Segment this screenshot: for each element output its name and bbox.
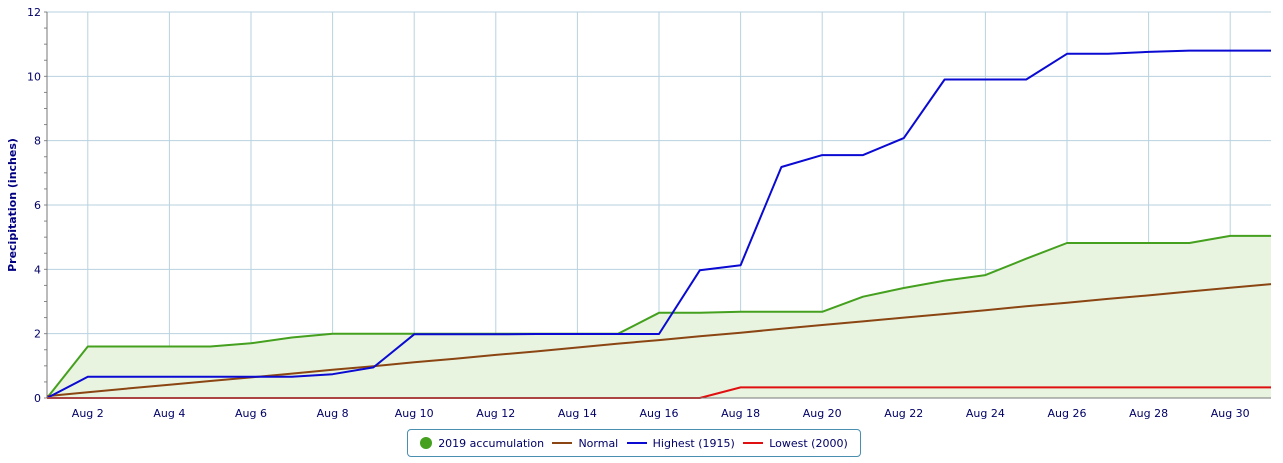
x-tick-label: Aug 26 (1048, 407, 1087, 420)
legend-label: Normal (578, 436, 619, 450)
legend-item-lowest-2000[interactable]: Lowest (2000) (743, 437, 848, 450)
x-tick-label: Aug 16 (640, 407, 679, 420)
x-tick-label: Aug 12 (476, 407, 515, 420)
x-tick-label: Aug 14 (558, 407, 597, 420)
y-tick-label: 4 (34, 263, 41, 276)
y-tick-label: 8 (34, 135, 41, 148)
legend-swatch (743, 442, 764, 444)
axis-layer: 0 2 4 6 8 10 12 Aug 2 Aug 4 Aug 6 Aug 8 Aug 10 Aug 1… (27, 6, 1271, 420)
x-tick-label: Aug 8 (317, 407, 349, 420)
legend-label: Lowest (2000) (769, 436, 848, 450)
series-line-2019-accumulation (46, 234, 1271, 399)
y-tick-label: 6 (34, 199, 41, 212)
chart-legend: 2019 accumulation Normal Highest (1915) Low… (407, 429, 861, 457)
y-axis-title: Precipitation (inches) (6, 138, 19, 272)
legend-item-highest-1915[interactable]: Highest (1915) (626, 436, 735, 450)
x-tick-label: Aug 24 (966, 407, 1005, 420)
legend-swatch (626, 442, 647, 444)
x-tick-label: Aug 10 (395, 407, 434, 420)
x-tick-label: Aug 28 (1129, 407, 1168, 420)
series-area-2019-accumulation (47, 235, 1271, 398)
series-line-highest-1915 (46, 49, 1271, 399)
legend-label: 2019 accumulation (438, 436, 545, 450)
legend-swatch (552, 442, 573, 444)
y-tick-label: 2 (34, 328, 41, 341)
legend-swatch (420, 437, 433, 449)
legend-label: Highest (1915) (652, 436, 735, 450)
x-tick-label: Aug 18 (721, 407, 760, 420)
y-tick-label: 10 (27, 70, 41, 83)
x-tick-label: Aug 4 (153, 407, 185, 420)
x-tick-label: Aug 30 (1211, 407, 1250, 420)
y-tick-label: 12 (27, 6, 41, 19)
x-tick-label: Aug 2 (72, 407, 104, 420)
x-tick-label: Aug 22 (884, 407, 923, 420)
chart-plot-svg: 0 2 4 6 8 10 12 Aug 2 Aug 4 Aug 6 Aug 8 Aug 10 Aug 1… (6, 6, 1272, 420)
x-tick-label: Aug 20 (803, 407, 842, 420)
legend-item-normal[interactable]: Normal (552, 437, 618, 450)
y-tick-label: 0 (34, 392, 41, 405)
x-tick-label: Aug 6 (235, 407, 267, 420)
legend-item-2019-accumulation[interactable]: 2019 accumulation (420, 437, 544, 450)
